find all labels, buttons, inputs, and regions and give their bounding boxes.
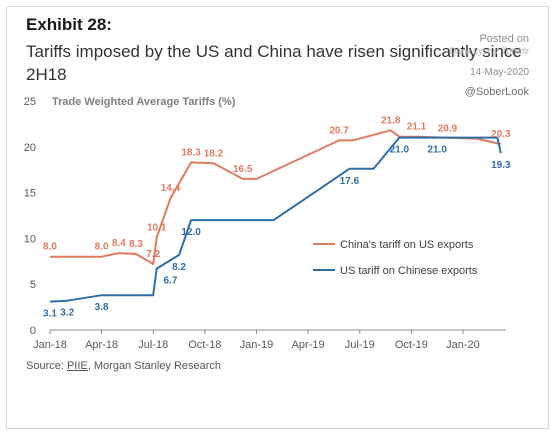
- us-data-label: 21.0: [427, 145, 447, 156]
- watermark-handle: @SoberLook: [464, 86, 529, 98]
- china-data-label: 8.3: [129, 239, 143, 250]
- us-data-label: 3.8: [95, 302, 109, 313]
- y-tick-label: 15: [24, 188, 36, 200]
- y-tick-label: 5: [30, 279, 36, 291]
- china-data-label: 8.4: [112, 238, 126, 249]
- china-data-label: 21.1: [407, 122, 427, 133]
- y-tick-label: 20: [24, 142, 36, 154]
- china-data-label: 20.3: [491, 129, 511, 140]
- watermark-via: Dana Lyons' Tumblr: [449, 46, 529, 56]
- chart-title: Trade Weighted Average Tariffs (%): [52, 96, 236, 108]
- us-data-label: 19.3: [491, 160, 511, 171]
- source-note: Source: PIIE, Morgan Stanley Research: [26, 360, 221, 372]
- exhibit-subtitle: Tariffs imposed by the US and China have…: [26, 42, 522, 84]
- china-data-label: 10.1: [147, 222, 167, 233]
- us-data-label: 12.0: [181, 227, 201, 238]
- x-tick-label: Jan-19: [240, 339, 274, 351]
- legend-label-us: US tariff on Chinese exports: [340, 265, 478, 277]
- x-tick-label: Apr-18: [85, 339, 118, 351]
- china-data-label: 16.5: [233, 164, 253, 175]
- us-tariff-line: [49, 136, 502, 303]
- legend-label-china: China's tariff on US exports: [340, 239, 474, 251]
- x-tick-label: Jul-18: [138, 339, 168, 351]
- us-data-label: 17.6: [340, 176, 360, 187]
- x-tick-label: Oct-18: [188, 339, 221, 351]
- china-data-label: 14.4: [161, 183, 181, 194]
- china-data-label: 20.7: [329, 125, 349, 136]
- china-data-label: 7.2: [146, 249, 160, 260]
- exhibit-number: Exhibit 28:: [26, 15, 112, 34]
- china-data-label: 21.8: [381, 115, 401, 126]
- source-rest: , Morgan Stanley Research: [87, 360, 222, 372]
- y-tick-label: 0: [30, 325, 36, 337]
- us-data-label: 21.0: [390, 145, 410, 156]
- watermark-posted: Posted on: [479, 33, 529, 45]
- china-data-label: 8.0: [43, 242, 57, 253]
- china-data-label: 8.0: [95, 242, 109, 253]
- y-tick-label: 25: [24, 96, 36, 108]
- us-data-label: 6.7: [163, 276, 177, 287]
- watermark-date: 14-May-2020: [470, 67, 529, 78]
- china-data-label: 18.2: [204, 148, 224, 159]
- china-data-label: 20.9: [438, 124, 458, 135]
- x-tick-label: Jan-18: [33, 339, 67, 351]
- us-data-label: 3.1: [43, 309, 57, 320]
- us-data-label: 3.2: [60, 308, 74, 319]
- x-tick-label: Jan-20: [446, 339, 480, 351]
- x-tick-label: Apr-19: [292, 339, 325, 351]
- x-tick-label: Oct-19: [395, 339, 428, 351]
- source-link-piie[interactable]: PIIE: [66, 360, 88, 372]
- x-tick-label: Jul-19: [345, 339, 375, 351]
- y-tick-label: 10: [24, 233, 36, 245]
- source-prefix: Source:: [26, 360, 67, 372]
- us-data-label: 8.2: [172, 262, 186, 273]
- china-data-label: 18.3: [181, 147, 201, 158]
